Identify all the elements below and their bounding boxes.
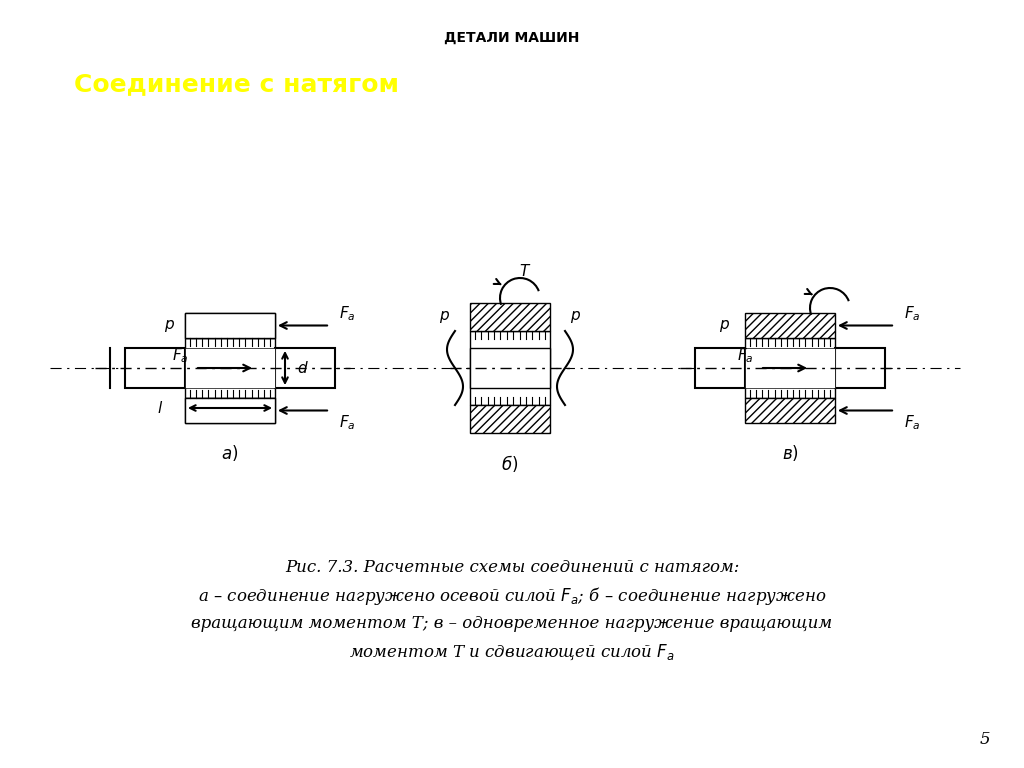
Bar bbox=[745, 338, 835, 398]
Text: $p$: $p$ bbox=[439, 309, 450, 325]
Bar bbox=[745, 348, 835, 388]
Bar bbox=[185, 313, 275, 338]
Text: $F_a$: $F_a$ bbox=[339, 413, 355, 432]
Text: $p$: $p$ bbox=[164, 317, 175, 333]
Text: Рис. 7.3. Расчетные схемы соединений с натягом:: Рис. 7.3. Расчетные схемы соединений с н… bbox=[285, 560, 739, 577]
Text: $F_a$: $F_a$ bbox=[904, 413, 921, 432]
Text: $l$: $l$ bbox=[157, 400, 163, 416]
Bar bbox=[185, 348, 275, 388]
Text: $d$: $d$ bbox=[297, 360, 309, 376]
Bar bbox=[695, 348, 745, 388]
Bar bbox=[185, 398, 275, 423]
Text: $в)$: $в)$ bbox=[781, 443, 799, 463]
Bar bbox=[275, 348, 335, 388]
Text: 5: 5 bbox=[979, 731, 990, 748]
Text: $T$: $T$ bbox=[519, 263, 531, 279]
Text: ДЕТАЛИ МАШИН: ДЕТАЛИ МАШИН bbox=[444, 31, 580, 45]
Bar bbox=[470, 348, 550, 388]
Bar bbox=[185, 338, 275, 398]
Bar bbox=[185, 398, 275, 423]
Bar bbox=[470, 331, 550, 405]
Text: $F_a$: $F_a$ bbox=[904, 304, 921, 323]
Text: $б)$: $б)$ bbox=[502, 452, 519, 474]
Text: вращающим моментом Т; в – одновременное нагружение вращающим: вращающим моментом Т; в – одновременное … bbox=[191, 615, 833, 633]
Text: $p$: $p$ bbox=[570, 309, 581, 325]
Text: $F_a$: $F_a$ bbox=[736, 346, 754, 366]
Bar bbox=[835, 348, 885, 388]
Text: моментом Т и сдвигающей силой $F_а$: моментом Т и сдвигающей силой $F_а$ bbox=[349, 642, 675, 662]
Text: а – соединение нагружено осевой силой $F_а$; б – соединение нагружено: а – соединение нагружено осевой силой $F… bbox=[198, 585, 826, 607]
Bar bbox=[470, 405, 550, 433]
Bar bbox=[185, 313, 275, 338]
Bar bbox=[470, 303, 550, 331]
Text: $p$: $p$ bbox=[719, 317, 730, 333]
Bar bbox=[745, 313, 835, 338]
Bar bbox=[125, 348, 185, 388]
Text: $а)$: $а)$ bbox=[221, 443, 239, 463]
Text: $F_a$: $F_a$ bbox=[339, 304, 355, 323]
Bar bbox=[745, 398, 835, 423]
Text: $F_a$: $F_a$ bbox=[172, 346, 188, 366]
